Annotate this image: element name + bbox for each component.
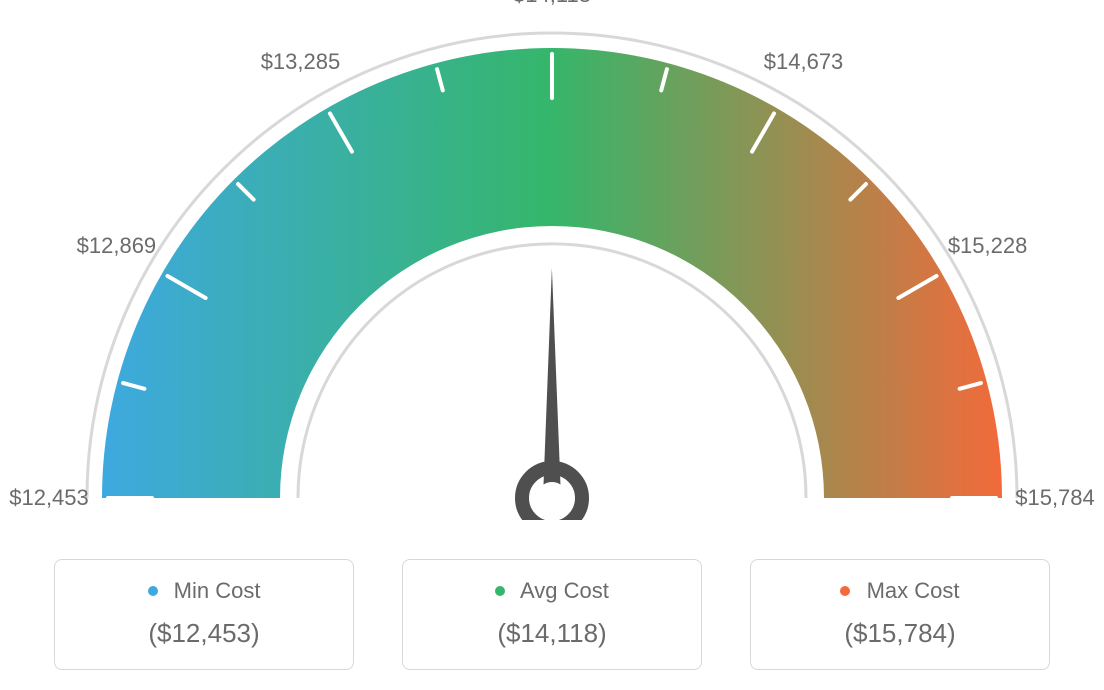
- gauge-chart: $12,453 $12,869 $13,285 $14,118 $14,673 $15,2…: [0, 0, 1104, 520]
- gauge-tick-label: $15,784: [1015, 485, 1095, 511]
- legend-title-text: Avg Cost: [520, 578, 609, 603]
- gauge-tick-label: $12,453: [9, 485, 89, 511]
- gauge-svg: [0, 0, 1104, 520]
- gauge-tick-label: $15,228: [948, 233, 1028, 259]
- dot-icon: [840, 586, 850, 596]
- legend-title-min: Min Cost: [71, 578, 337, 604]
- legend-value-min: ($12,453): [71, 618, 337, 649]
- dot-icon: [148, 586, 158, 596]
- gauge-tick-label: $12,869: [77, 233, 157, 259]
- legend-box-max: Max Cost ($15,784): [750, 559, 1050, 670]
- legend-value-max: ($15,784): [767, 618, 1033, 649]
- legend-box-min: Min Cost ($12,453): [54, 559, 354, 670]
- dot-icon: [495, 586, 505, 596]
- gauge-infographic: $12,453 $12,869 $13,285 $14,118 $14,673 $15,2…: [0, 0, 1104, 690]
- legend-row: Min Cost ($12,453) Avg Cost ($14,118) Ma…: [0, 559, 1104, 670]
- legend-title-text: Max Cost: [867, 578, 960, 603]
- gauge-tick-label: $14,118: [513, 0, 591, 8]
- gauge-tick-label: $14,673: [764, 49, 844, 75]
- legend-title-avg: Avg Cost: [419, 578, 685, 604]
- legend-title-max: Max Cost: [767, 578, 1033, 604]
- legend-value-avg: ($14,118): [419, 618, 685, 649]
- legend-title-text: Min Cost: [174, 578, 261, 603]
- legend-box-avg: Avg Cost ($14,118): [402, 559, 702, 670]
- gauge-tick-label: $13,285: [261, 49, 341, 75]
